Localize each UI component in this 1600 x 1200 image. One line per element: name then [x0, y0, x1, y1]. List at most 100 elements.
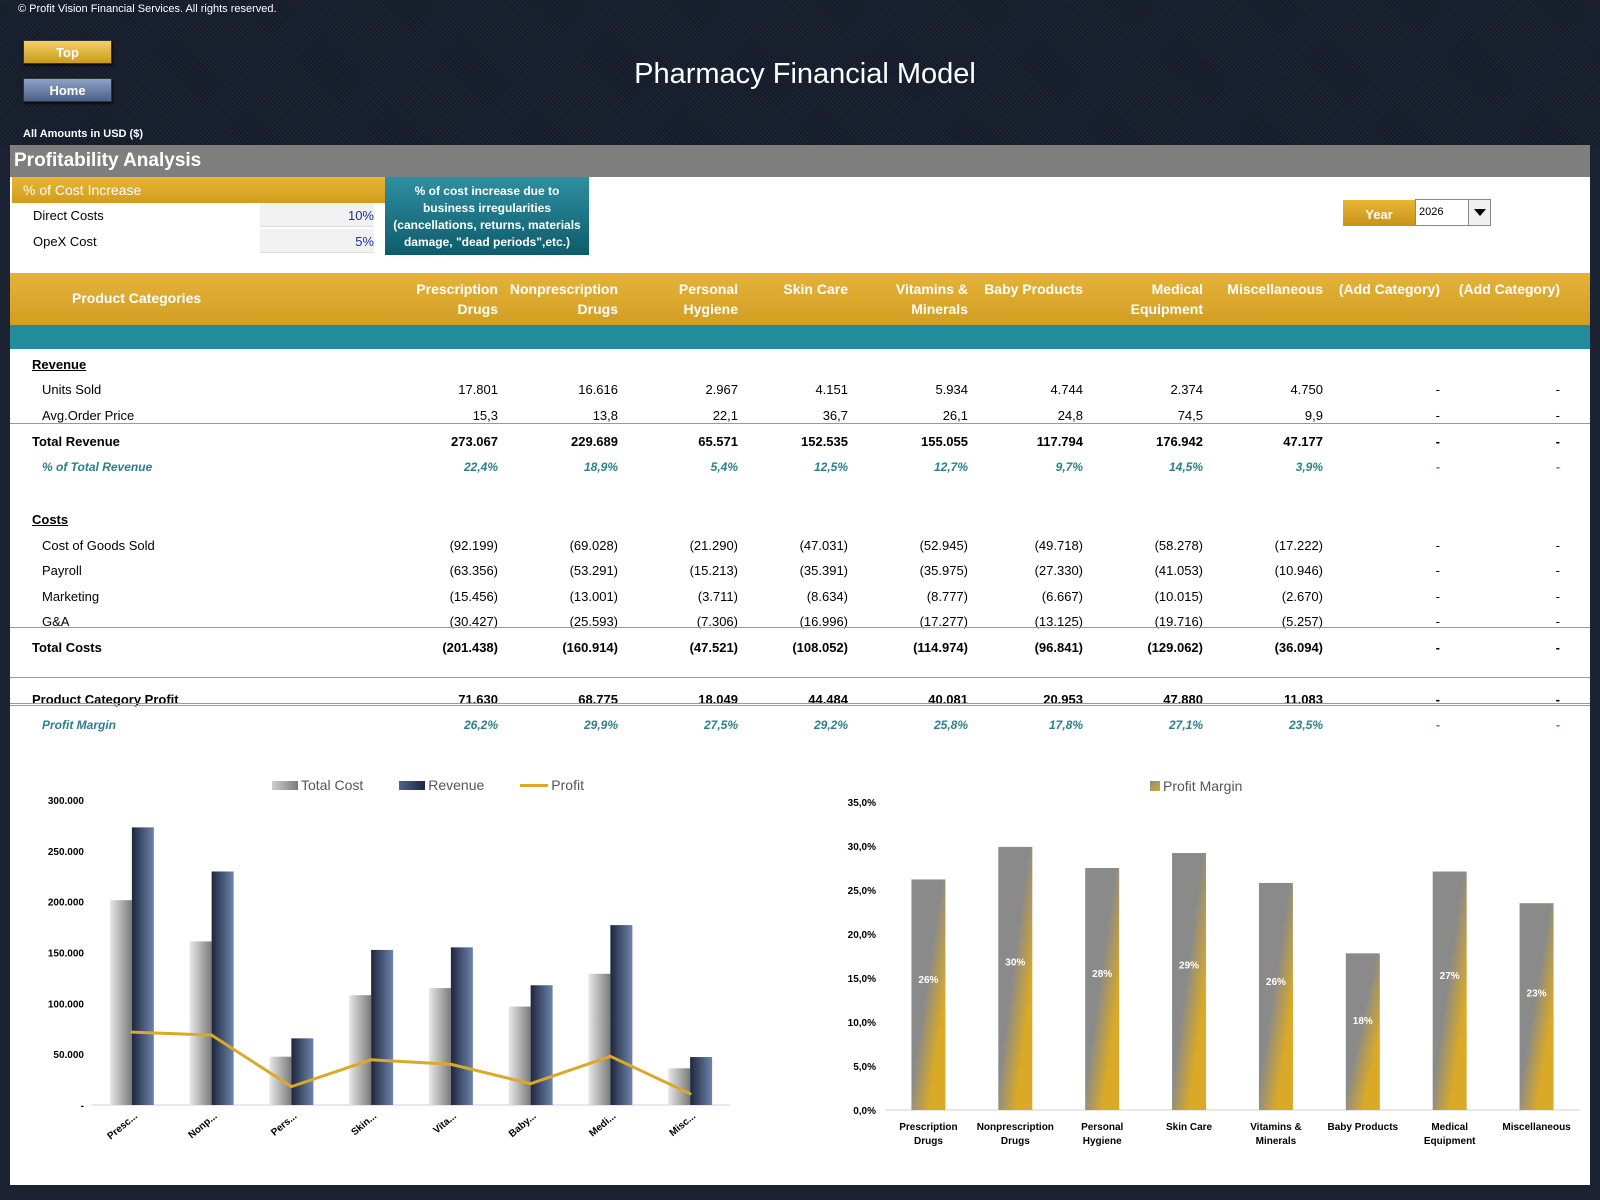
table-cell: 5.934 [848, 382, 968, 397]
revenue-bar [132, 827, 154, 1105]
table-cell: - [1440, 640, 1560, 655]
table-cell: 5,4% [618, 460, 738, 474]
home-button[interactable]: Home [23, 78, 112, 102]
x-tick-label: Nonprescription Drugs [977, 1122, 1054, 1147]
table-cell: 22,4% [378, 460, 498, 474]
table-cell: 9,7% [963, 460, 1083, 474]
table-cell: (96.841) [963, 640, 1083, 655]
table-cell: 15,3 [378, 408, 498, 423]
table-cell: (69.028) [498, 538, 618, 553]
row-label: Total Costs [32, 640, 102, 655]
table-cell: - [1320, 538, 1440, 553]
table-cell: (63.356) [378, 563, 498, 578]
bar-data-label: 26% [1266, 977, 1286, 988]
table-cell: 12,5% [728, 460, 848, 474]
table-cell: 229.689 [498, 434, 618, 449]
category-column-header: (Add Category) [1400, 279, 1560, 299]
table-cell: (49.718) [963, 538, 1083, 553]
opex-cost-input[interactable]: 5% [260, 229, 374, 253]
table-cell: 17,8% [963, 718, 1083, 732]
x-tick-label: Skin... [349, 1111, 379, 1139]
table-cell: (53.291) [498, 563, 618, 578]
sheet: Profitability Analysis % of Cost Increas… [10, 145, 1590, 1185]
table-cell: 47.177 [1203, 434, 1323, 449]
x-tick-label: Baby... [507, 1111, 539, 1140]
table-cell: (27.330) [963, 563, 1083, 578]
table-cell: (15.456) [378, 589, 498, 604]
table-cell: (13.001) [498, 589, 618, 604]
table-cell: 27,1% [1083, 718, 1203, 732]
rule [10, 677, 1590, 678]
section-title: Profitability Analysis [10, 145, 1590, 177]
table-cell: - [1440, 538, 1560, 553]
revenue-bar [451, 947, 473, 1105]
row-label: % of Total Revenue [42, 460, 152, 474]
year-label: Year [1343, 200, 1415, 226]
table-cell: (129.062) [1083, 640, 1203, 655]
table-cell: (17.222) [1203, 538, 1323, 553]
year-select[interactable]: 2026 [1415, 199, 1491, 226]
table-cell: - [1320, 460, 1440, 474]
x-tick-label: Vita... [431, 1111, 459, 1137]
table-cell: (15.213) [618, 563, 738, 578]
table-cell: (10.946) [1203, 563, 1323, 578]
total-cost-bar [668, 1068, 690, 1105]
y-tick-label: 25,0% [848, 886, 876, 897]
total-cost-bar [110, 900, 132, 1105]
table-cell: 152.535 [728, 434, 848, 449]
bar-data-label: 26% [918, 975, 938, 986]
table-cell: (160.914) [498, 640, 618, 655]
copyright-text: © Profit Vision Financial Services. All … [18, 3, 277, 15]
table-cell: - [1440, 382, 1560, 397]
table-cell: 155.055 [848, 434, 968, 449]
dropdown-arrow-icon[interactable] [1468, 200, 1490, 225]
top-button[interactable]: Top [23, 40, 112, 64]
table-cell: (92.199) [378, 538, 498, 553]
profit-margin-bar [1259, 883, 1293, 1110]
bar-data-label: 27% [1440, 971, 1460, 982]
row-label: Total Revenue [32, 434, 120, 449]
y-tick-label: 10,0% [848, 1018, 876, 1029]
total-cost-bar [349, 995, 371, 1105]
header-banner: © Profit Vision Financial Services. All … [0, 0, 1600, 145]
opex-cost-label: OpeX Cost [33, 234, 97, 249]
page-title: Pharmacy Financial Model [500, 58, 1110, 91]
table-cell: - [1440, 460, 1560, 474]
direct-costs-input[interactable]: 10% [260, 203, 374, 227]
section-heading: Costs [32, 512, 68, 527]
y-tick-label: 5,0% [853, 1062, 876, 1073]
total-cost-bar [429, 988, 451, 1105]
y-tick-label: 150.000 [48, 949, 85, 960]
table-cell: 29,2% [728, 718, 848, 732]
x-tick-label: Misc... [668, 1111, 699, 1139]
profit-margin-bar [998, 847, 1032, 1110]
table-cell: 26,2% [378, 718, 498, 732]
table-cell: 16.616 [498, 382, 618, 397]
table-cell: 18,9% [498, 460, 618, 474]
row-label: Payroll [42, 563, 82, 578]
table-cell: - [1320, 718, 1440, 732]
profit-point [130, 1031, 133, 1034]
rule [10, 627, 1590, 628]
y-tick-label: 50.000 [53, 1050, 84, 1061]
table-cell: (36.094) [1203, 640, 1323, 655]
table-cell: 4.744 [963, 382, 1083, 397]
table-cell: (58.278) [1083, 538, 1203, 553]
profit-margin-bar [911, 879, 945, 1110]
cost-revenue-profit-chart: -50.000100.000150.000200.000250.000300.0… [10, 790, 750, 1180]
table-cell: 117.794 [963, 434, 1083, 449]
table-cell: (6.667) [963, 589, 1083, 604]
table-cell: 4.750 [1203, 382, 1323, 397]
revenue-bar [690, 1057, 712, 1105]
table-cell: (21.290) [618, 538, 738, 553]
teal-divider [10, 325, 1590, 349]
bar-data-label: 29% [1179, 961, 1199, 972]
bar-data-label: 28% [1092, 969, 1112, 980]
table-cell: (47.031) [728, 538, 848, 553]
x-tick-label: Nonp... [187, 1111, 220, 1141]
table-cell: - [1440, 563, 1560, 578]
x-tick-label: Medical Equipment [1424, 1122, 1476, 1147]
bar-data-label: 23% [1527, 988, 1547, 999]
table-row: Product Category Profit 71.630 68.775 18.04… [10, 687, 1590, 711]
table-cell: (2.670) [1203, 589, 1323, 604]
